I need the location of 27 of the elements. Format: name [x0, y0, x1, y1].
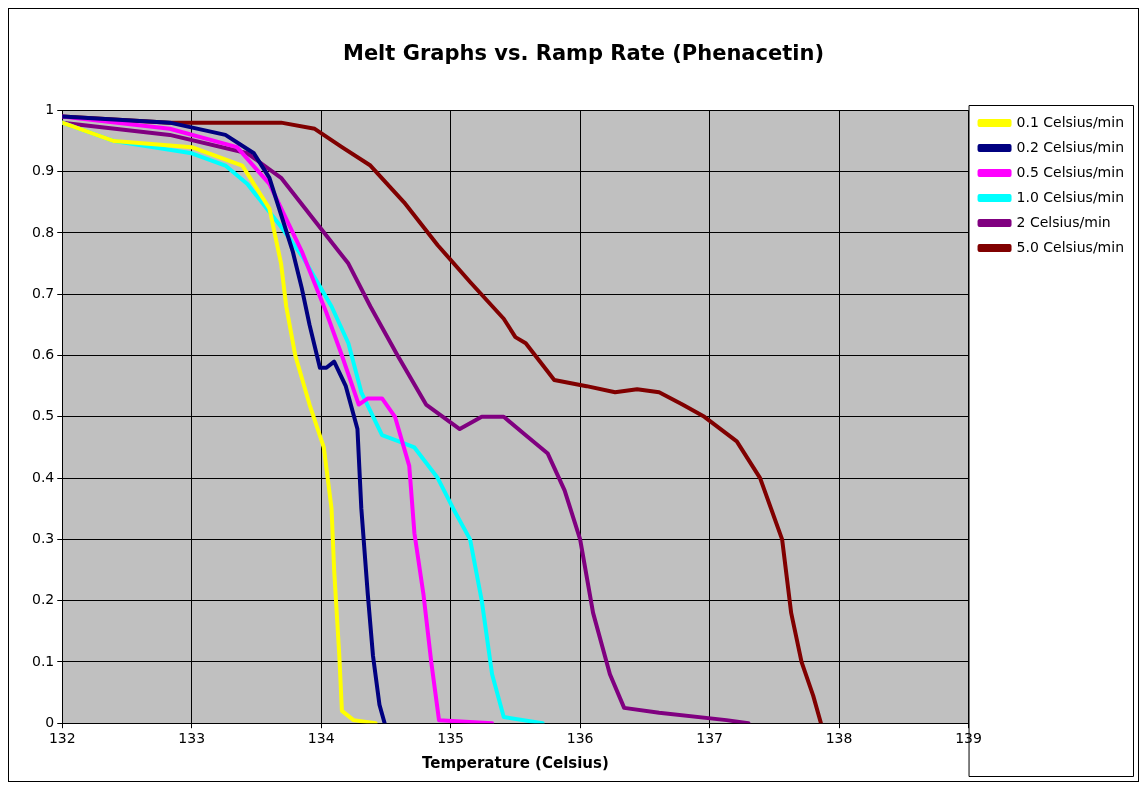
y-tick-label: 0.5 [32, 407, 55, 424]
x-tick-label: 133 [178, 730, 206, 747]
y-tick-label: 1 [45, 101, 55, 118]
x-tick-label: 139 [955, 730, 982, 747]
legend-label: 0.5 Celsius/min [1016, 163, 1125, 180]
y-tick-label: 0.1 [32, 652, 55, 669]
y-tick-label: 0.8 [32, 223, 55, 240]
y-tick-label: 0.6 [32, 346, 55, 363]
y-tick-label: 0.9 [32, 162, 55, 179]
x-tick-label: 132 [48, 730, 76, 747]
legend-label: 0.1 Celsius/min [1016, 113, 1125, 130]
x-tick-label: 136 [566, 730, 594, 747]
x-tick-label: 134 [307, 730, 335, 747]
legend-label: 2 Celsius/min [1016, 213, 1111, 230]
y-tick-label: 0.2 [32, 591, 55, 608]
x-axis-title: Temperature (Celsius) [421, 753, 609, 772]
legend-label: 1.0 Celsius/min [1016, 188, 1125, 205]
legend-label: 5.0 Celsius/min [1016, 238, 1125, 255]
y-tick-label: 0.7 [32, 284, 55, 301]
x-tick-label: 137 [696, 730, 723, 747]
y-tick-label: 0 [45, 713, 55, 730]
x-tick-label: 135 [437, 730, 465, 747]
chart-title: Melt Graphs vs. Ramp Rate (Phenacetin) [342, 40, 825, 67]
x-tick-label: 138 [825, 730, 853, 747]
y-tick-label: 0.4 [32, 468, 55, 485]
y-tick-label: 0.3 [32, 530, 55, 546]
legend-label: 0.2 Celsius/min [1016, 138, 1125, 155]
